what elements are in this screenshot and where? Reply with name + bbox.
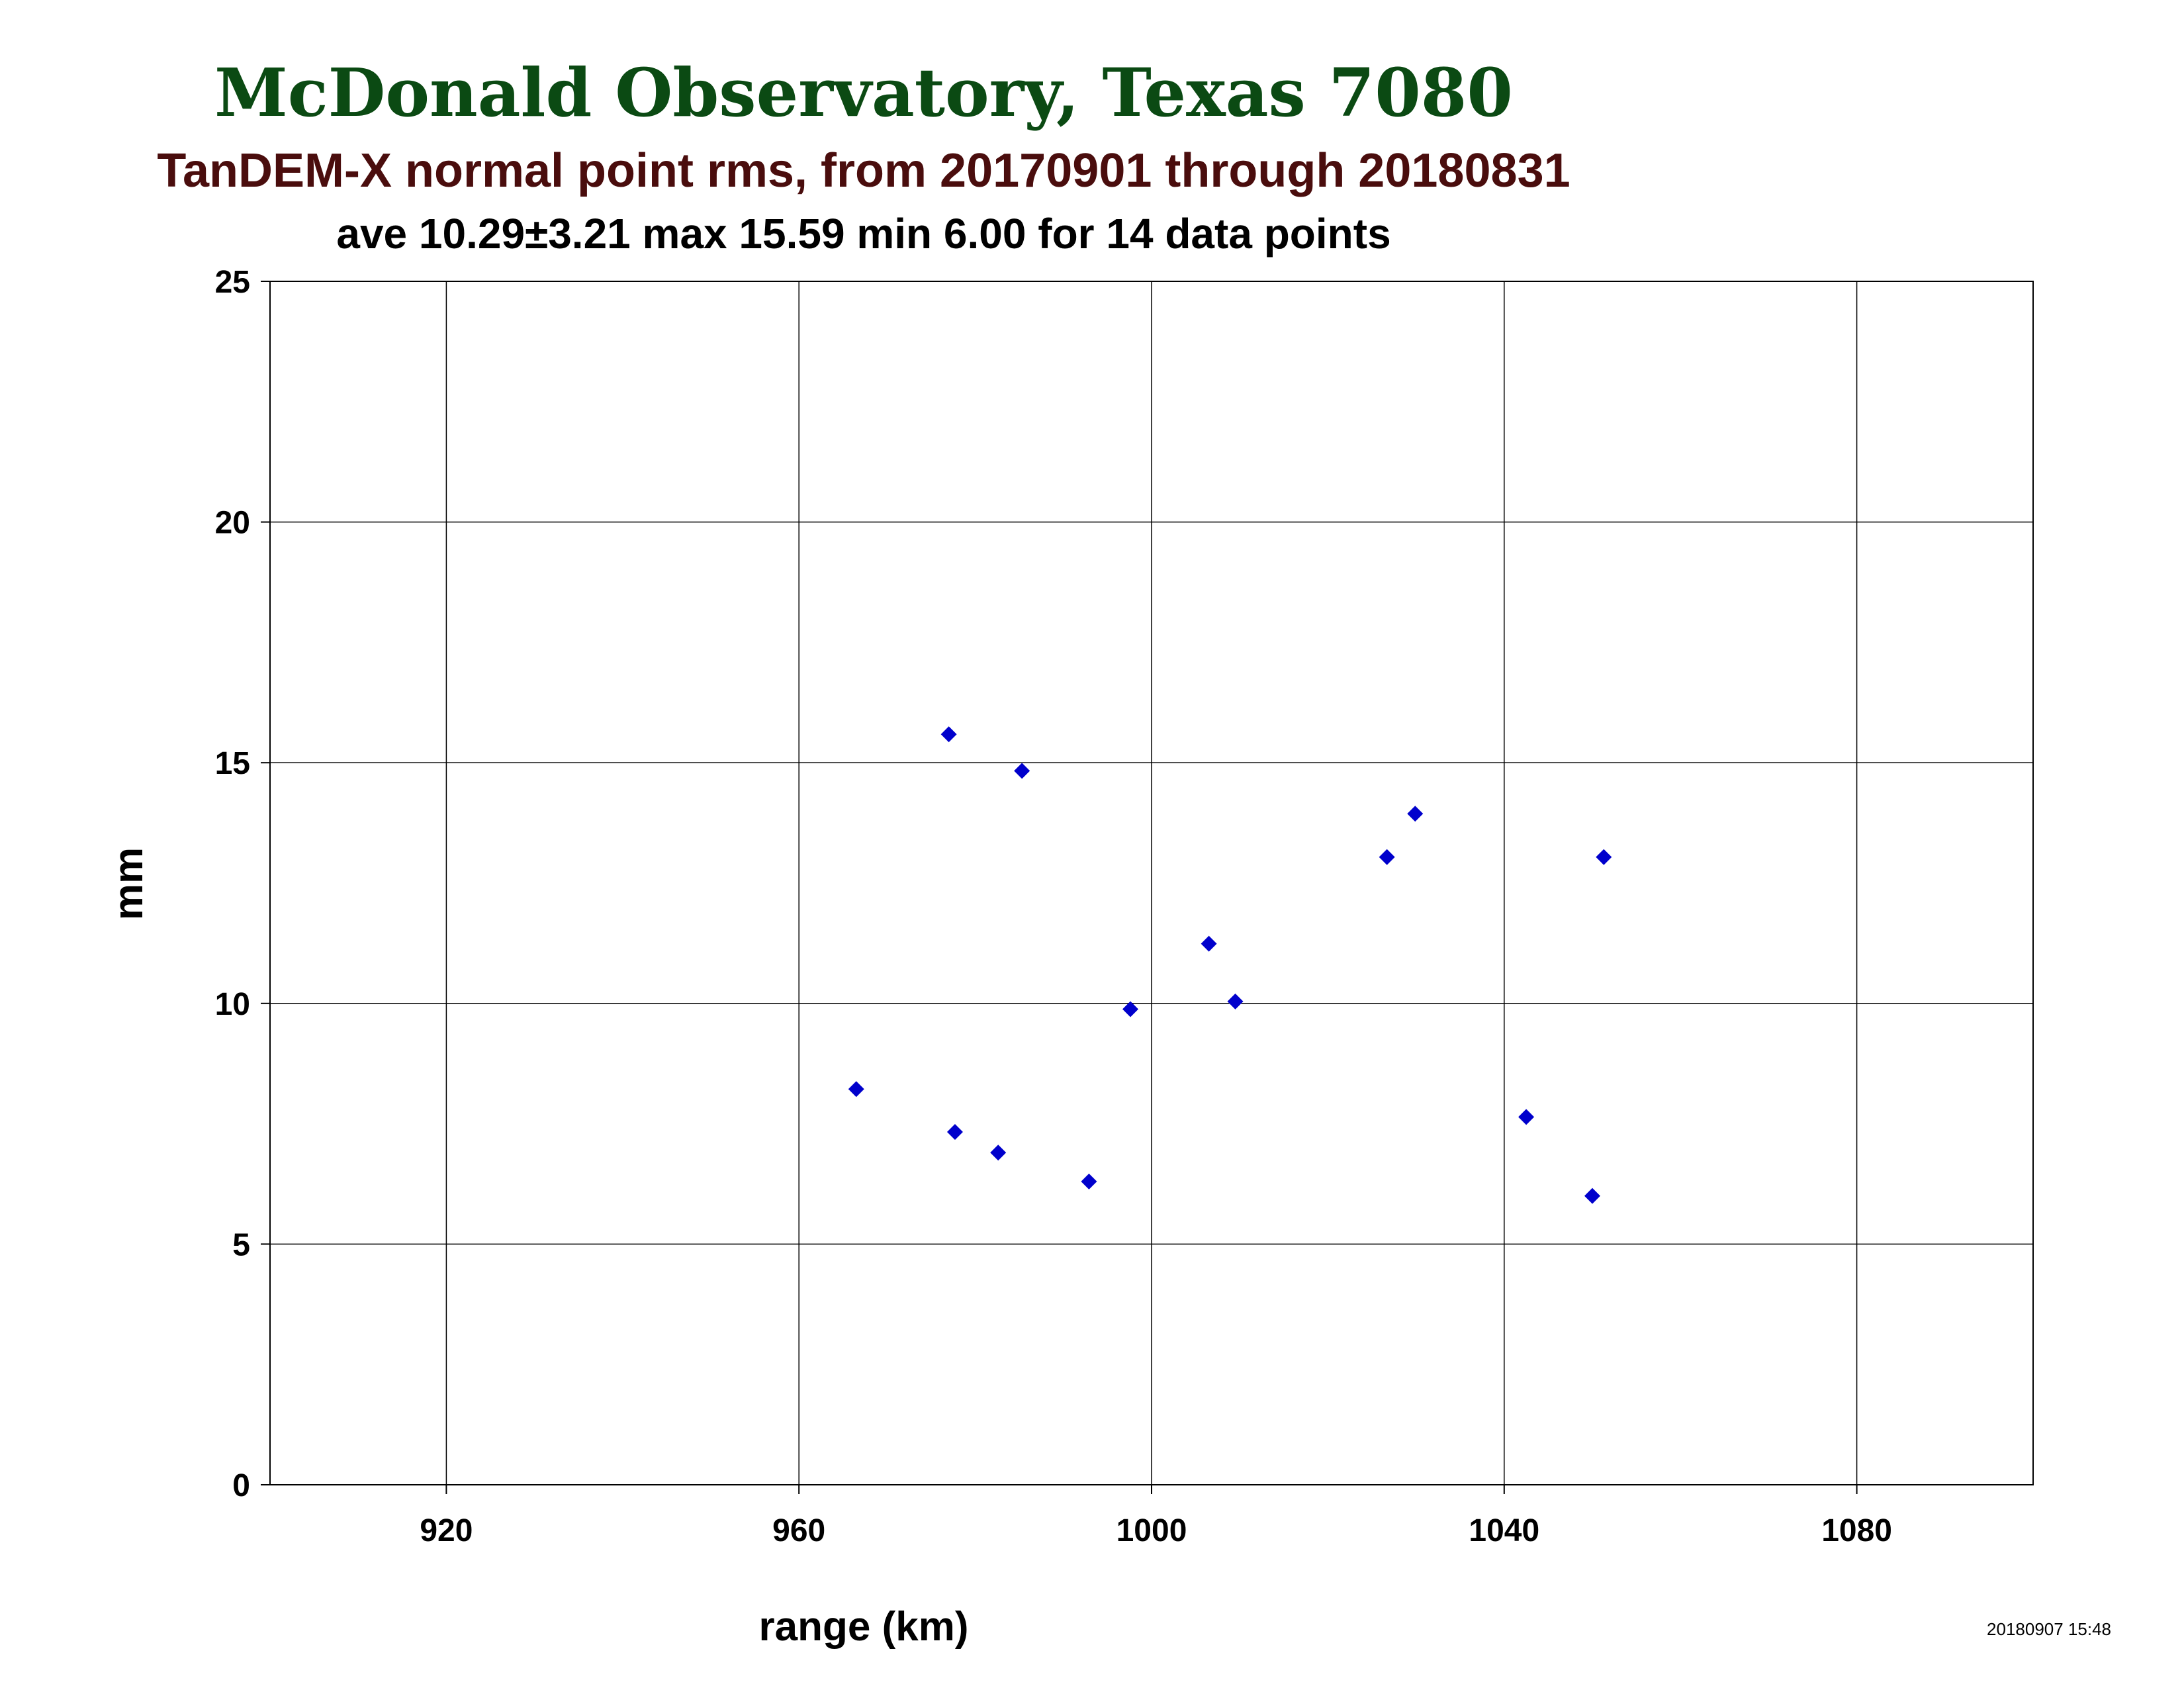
- data-point-marker: [1596, 849, 1612, 865]
- data-point-marker: [1081, 1173, 1097, 1190]
- data-point-marker: [848, 1081, 864, 1098]
- data-point-marker: [1201, 935, 1217, 952]
- x-axis-label: range (km): [759, 1604, 969, 1650]
- y-axis-label: mm: [106, 847, 152, 920]
- y-tick-label: 5: [232, 1227, 250, 1262]
- data-point-marker: [990, 1145, 1007, 1161]
- data-point-marker: [1014, 763, 1030, 779]
- data-point-marker: [1518, 1109, 1535, 1125]
- x-tick-label: 1080: [1821, 1513, 1892, 1548]
- x-tick-label: 960: [772, 1513, 825, 1548]
- chart-stats-line: ave 10.29±3.21 max 15.59 min 6.00 for 14…: [336, 210, 1390, 258]
- plot-frame: [269, 281, 2034, 1485]
- data-point-marker: [1379, 849, 1395, 865]
- y-tick-label: 15: [215, 746, 250, 781]
- x-tick-label: 1040: [1469, 1513, 1539, 1548]
- y-tick-label: 20: [215, 506, 250, 541]
- x-tick-label: 920: [420, 1513, 473, 1548]
- grid-lines: [270, 281, 2033, 1485]
- data-point-marker: [1122, 1001, 1139, 1017]
- y-tick-label: 0: [232, 1468, 250, 1503]
- data-point-marker: [1584, 1188, 1600, 1204]
- timestamp: 20180907 15:48: [1987, 1619, 2111, 1639]
- data-point-marker: [1407, 806, 1424, 822]
- chart-subtitle: TanDEM-X normal point rms, from 20170901…: [157, 144, 1570, 197]
- data-point-marker: [1227, 993, 1244, 1009]
- y-tick-label: 25: [215, 265, 250, 300]
- data-point-marker: [940, 726, 957, 743]
- x-tick-label: 1000: [1116, 1513, 1187, 1548]
- axis-ticks: 920 960 1000 1040 1080 0 5 10 15 20 25: [215, 265, 1892, 1548]
- data-point-marker: [946, 1123, 963, 1140]
- chart-title: McDonald Observatory, Texas 7080: [214, 54, 1513, 132]
- data-points: [848, 726, 1612, 1204]
- y-tick-label: 10: [215, 987, 250, 1022]
